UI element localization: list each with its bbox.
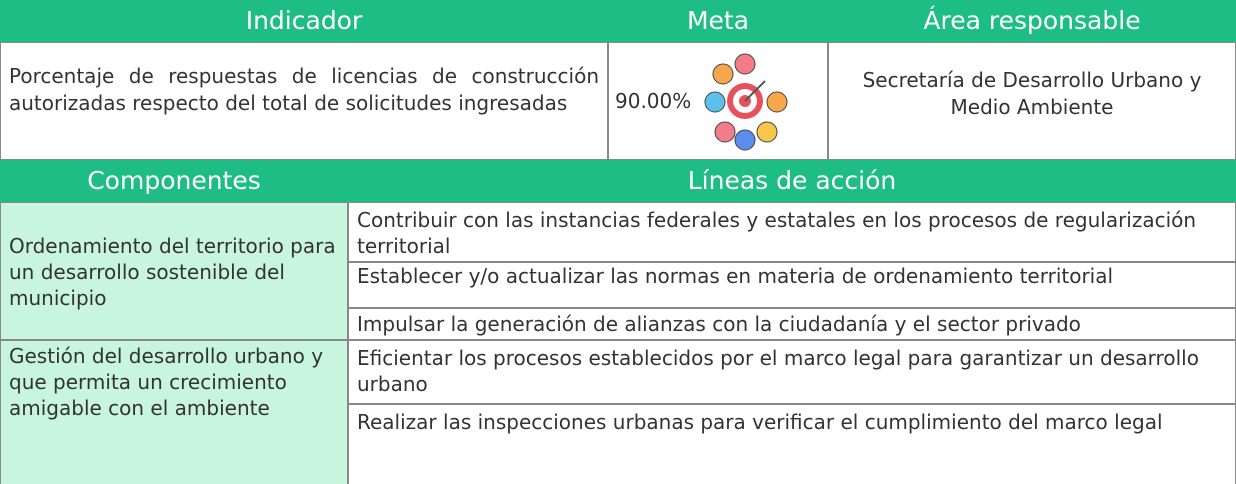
area-cell: Secretaría de Desarrollo Urbano y Medio … <box>828 42 1236 160</box>
action-cell: Establecer y/o actualizar las normas en … <box>348 262 1236 308</box>
header-text: Meta <box>686 6 750 35</box>
action-cell: Realizar las inspecciones urbanas para v… <box>348 404 1236 484</box>
indicator-cell: Porcentaje de respuestas de licencias de… <box>0 42 608 160</box>
component-cell: Ordenamiento del territorio para un desa… <box>0 202 348 340</box>
action-cell: Impulsar la generación de alianzas con l… <box>348 308 1236 340</box>
header-cell: Líneas de acción <box>348 160 1236 202</box>
header-cell: Meta <box>608 0 828 42</box>
header-text: Componentes <box>87 166 261 195</box>
target-icon <box>704 53 788 151</box>
header-text: Área responsable <box>923 6 1141 35</box>
header-cell: Componentes <box>0 160 348 202</box>
header-cell: Área responsable <box>828 0 1236 42</box>
component-cell: Gestión del desarrollo urbano y que perm… <box>0 340 348 484</box>
header-text: Líneas de acción <box>687 166 897 195</box>
goal-value: 90.00% <box>615 89 692 113</box>
header-cell: Indicador <box>0 0 608 42</box>
action-cell: Contribuir con las instancias federales … <box>348 202 1236 262</box>
header-text: Indicador <box>245 6 363 35</box>
goal-cell: 90.00% <box>608 42 828 160</box>
action-cell: Eficientar los procesos establecidos por… <box>348 340 1236 404</box>
